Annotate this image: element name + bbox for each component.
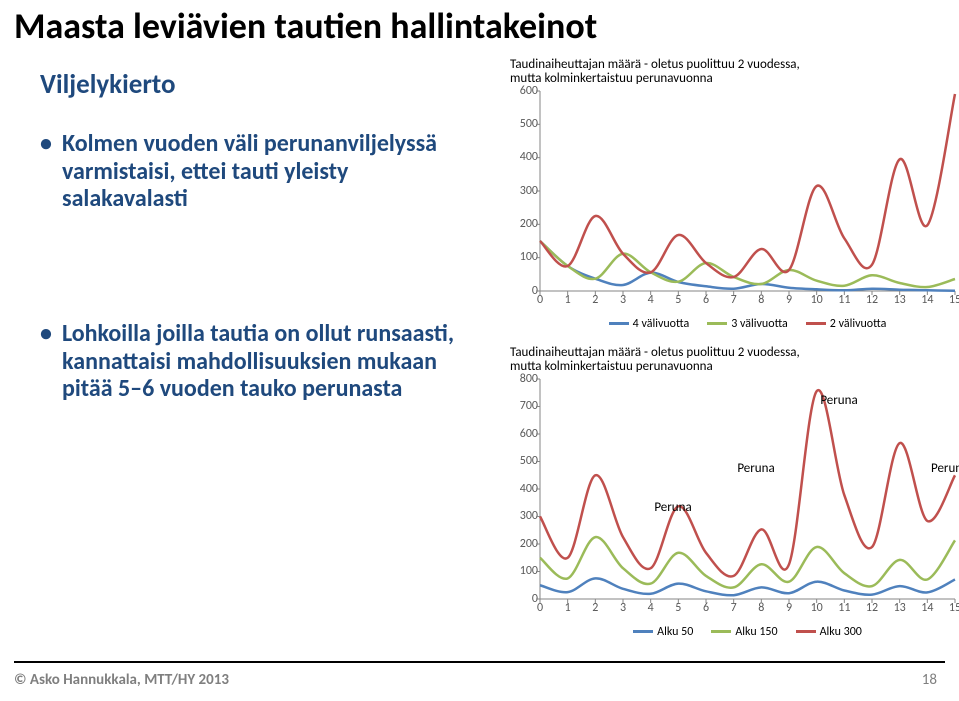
chart-1-ylabel: 300 [520, 184, 538, 198]
body-bullet-1-text: Kolmen vuoden väli perunanviljelyssä var… [40, 130, 460, 213]
chart-2-xlabel: 9 [786, 601, 792, 615]
chart-1-xlabel: 12 [866, 293, 878, 307]
chart-2-ylabel: 200 [520, 537, 538, 551]
chart-1-ylabel: 600 [520, 84, 538, 98]
chart-1-ylabel: 500 [520, 117, 538, 131]
chart-2-xlabel: 11 [838, 601, 850, 615]
chart-2: Taudinaiheuttajan määrä - oletus puolitt… [510, 346, 955, 599]
chart-2-xlabel: 2 [592, 601, 598, 615]
chart-2-peruna-label: Peruna [820, 393, 857, 408]
chart-2-legend-item: Alku 150 [711, 625, 777, 639]
chart-2-ylabel: 500 [520, 454, 538, 468]
chart-1-legend-item: 3 välivuotta [707, 317, 788, 331]
chart-1-series-red [540, 94, 955, 277]
chart-1-xlabel: 14 [921, 293, 933, 307]
chart-2-xlabel: 1 [565, 601, 571, 615]
chart-1-xlabel: 15 [949, 293, 959, 307]
chart-2-xlabel: 0 [537, 601, 543, 615]
body-bullet-2-text: Lohkoilla joilla tautia on ollut runsaas… [40, 320, 460, 403]
chart-1-xlabel: 10 [811, 293, 823, 307]
chart-1-xlabel: 8 [758, 293, 764, 307]
chart-2-ylabel: 700 [520, 399, 538, 413]
chart-1-xlabel: 11 [838, 293, 850, 307]
chart-2-peruna-label: Peruna [737, 461, 774, 476]
chart-2-title: Taudinaiheuttajan määrä - oletus puolitt… [510, 346, 955, 375]
chart-2-peruna-label: Peruna [654, 500, 691, 515]
chart-1-xlabel: 1 [565, 293, 571, 307]
chart-1-xlabel: 6 [703, 293, 709, 307]
chart-1-xlabel: 3 [620, 293, 626, 307]
chart-1: Taudinaiheuttajan määrä - oletus puolitt… [510, 58, 955, 291]
chart-1-xlabel: 0 [537, 293, 543, 307]
body-bullet-1: Kolmen vuoden väli perunanviljelyssä var… [40, 130, 460, 213]
chart-2-xlabel: 8 [758, 601, 764, 615]
chart-2-xlabel: 3 [620, 601, 626, 615]
chart-2-series-blue [540, 578, 955, 595]
footer-text: © Asko Hannukkala, MTT/HY 2013 [14, 671, 229, 689]
chart-1-xlabel: 13 [894, 293, 906, 307]
chart-2-series-red [540, 390, 955, 576]
chart-2-xlabel: 13 [894, 601, 906, 615]
chart-2-ylabel: 100 [520, 564, 538, 578]
chart-2-ylabel: 600 [520, 427, 538, 441]
chart-2-legend-item: Alku 50 [633, 625, 693, 639]
chart-2-peruna-label: Peruna [931, 461, 959, 476]
chart-1-title: Taudinaiheuttajan määrä - oletus puolitt… [510, 58, 955, 87]
chart-1-legend-item: 2 välivuotta [806, 317, 887, 331]
chart-2-xlabel: 15 [949, 601, 959, 615]
chart-2-xlabel: 6 [703, 601, 709, 615]
chart-2-xlabel: 14 [921, 601, 933, 615]
chart-2-ylabel: 300 [520, 509, 538, 523]
chart-1-ylabel: 100 [520, 250, 538, 264]
chart-1-ylabel: 200 [520, 217, 538, 231]
chart-2-ylabel: 800 [520, 372, 538, 386]
chart-2-xlabel: 7 [731, 601, 737, 615]
chart-2-legend-item: Alku 300 [796, 625, 862, 639]
chart-1-xlabel: 9 [786, 293, 792, 307]
chart-2-xlabel: 10 [811, 601, 823, 615]
chart-1-xlabel: 4 [648, 293, 654, 307]
chart-2-xlabel: 5 [675, 601, 681, 615]
chart-1-xlabel: 5 [675, 293, 681, 307]
footer-divider [14, 661, 945, 663]
subtitle: Viljelykierto [40, 68, 176, 101]
chart-2-ylabel: 400 [520, 482, 538, 496]
chart-1-xlabel: 7 [731, 293, 737, 307]
chart-1-xlabel: 2 [592, 293, 598, 307]
page-title: Maasta leviävien tautien hallintakeinot [14, 4, 597, 48]
chart-2-xlabel: 4 [648, 601, 654, 615]
chart-1-legend-item: 4 välivuotta [609, 317, 690, 331]
body-bullet-2: Lohkoilla joilla tautia on ollut runsaas… [40, 320, 460, 403]
chart-2-xlabel: 12 [866, 601, 878, 615]
chart-1-ylabel: 400 [520, 150, 538, 164]
page-number: 18 [922, 671, 937, 689]
